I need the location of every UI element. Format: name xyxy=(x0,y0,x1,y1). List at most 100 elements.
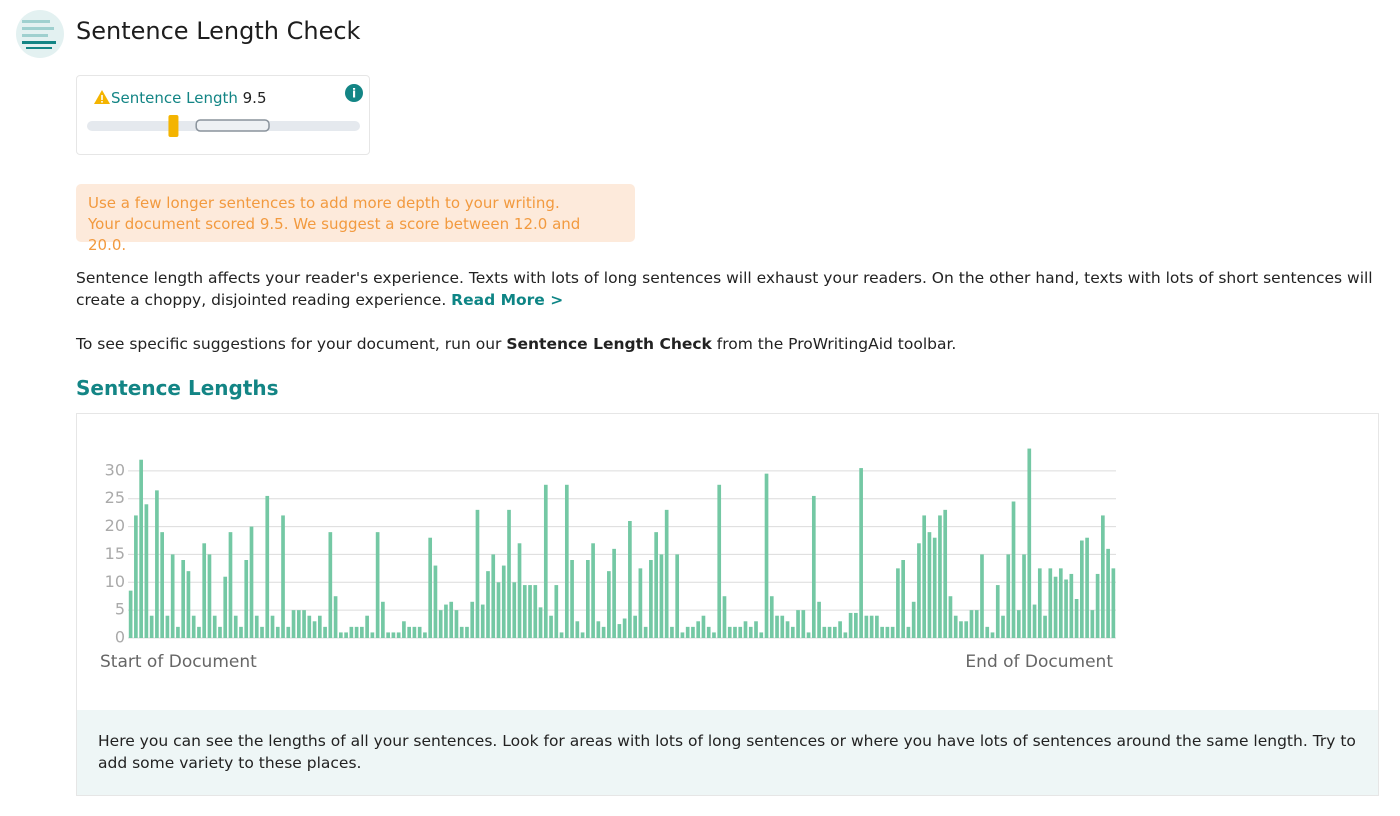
bar xyxy=(1022,554,1026,638)
score-label: Sentence Length xyxy=(111,89,238,107)
chart-note: Here you can see the lengths of all your… xyxy=(77,710,1378,795)
bar xyxy=(817,601,821,638)
bar xyxy=(134,515,138,638)
bar xyxy=(265,495,270,638)
bar xyxy=(822,626,827,638)
bar xyxy=(528,585,532,638)
bar xyxy=(990,632,995,638)
bar xyxy=(407,626,411,638)
bar xyxy=(796,610,800,638)
bar xyxy=(128,590,133,638)
bar xyxy=(985,626,990,638)
bar xyxy=(1043,615,1047,638)
bar xyxy=(417,626,422,638)
svg-text:Sentence Length 9.5: Sentence Length 9.5 xyxy=(111,89,267,107)
bar xyxy=(948,596,953,638)
bar xyxy=(412,626,417,638)
bar xyxy=(696,621,701,638)
y-tick-label: 10 xyxy=(105,572,125,591)
bar xyxy=(717,484,722,638)
bar xyxy=(197,626,201,638)
bar xyxy=(575,621,580,638)
bar xyxy=(601,626,606,638)
bar xyxy=(344,632,348,638)
bar xyxy=(848,612,853,638)
bar xyxy=(559,632,564,638)
bar xyxy=(938,515,942,638)
bar xyxy=(785,621,790,638)
bar xyxy=(254,615,259,638)
bar xyxy=(223,576,228,638)
bar xyxy=(475,509,480,638)
chart: Start of Document End of Document 0 5 10 15… xyxy=(100,448,1116,672)
x-end-label: End of Document xyxy=(965,652,1113,672)
info-icon[interactable] xyxy=(345,84,363,102)
bar xyxy=(312,621,317,638)
bar xyxy=(459,626,464,638)
bar xyxy=(186,571,191,638)
bar xyxy=(1011,501,1016,638)
bar xyxy=(517,543,522,638)
bar xyxy=(486,571,490,638)
y-tick-label: 20 xyxy=(105,516,125,535)
bar xyxy=(507,509,511,638)
bar xyxy=(780,615,785,638)
bar xyxy=(917,543,921,638)
bar xyxy=(995,585,1000,638)
bar xyxy=(444,604,448,638)
bar xyxy=(281,515,285,638)
bar xyxy=(512,582,517,638)
bar xyxy=(275,626,280,638)
bar xyxy=(144,504,149,638)
read-more-link[interactable]: Read More > xyxy=(451,291,564,309)
page-title: Sentence Length Check xyxy=(76,17,361,45)
bar xyxy=(543,484,548,638)
bar xyxy=(218,626,222,638)
bar xyxy=(244,560,249,638)
bar xyxy=(806,632,811,638)
bar xyxy=(932,537,937,638)
bar xyxy=(354,626,359,638)
bar xyxy=(449,601,454,638)
bar xyxy=(1048,568,1053,638)
bar xyxy=(1069,573,1074,638)
bar xyxy=(701,615,706,638)
bar xyxy=(969,610,974,638)
message-line: Your document scored 9.5. We suggest a s… xyxy=(88,215,581,254)
bar xyxy=(1101,515,1105,638)
bar xyxy=(675,554,680,638)
bar xyxy=(764,473,769,638)
bar xyxy=(722,596,727,638)
bar xyxy=(228,532,233,638)
bar xyxy=(317,615,322,638)
bar xyxy=(554,585,559,638)
bar xyxy=(260,626,264,638)
bar xyxy=(964,621,969,638)
bar xyxy=(360,626,364,638)
bar xyxy=(1085,537,1089,638)
bar xyxy=(727,626,732,638)
message-line: Use a few longer sentences to add more d… xyxy=(88,194,560,212)
bar xyxy=(328,532,333,638)
bar xyxy=(533,585,538,638)
bar xyxy=(381,601,385,638)
bar xyxy=(959,621,963,638)
score-marker xyxy=(168,115,179,137)
bar xyxy=(654,532,658,638)
bar xyxy=(896,568,900,638)
bar xyxy=(391,632,396,638)
bar xyxy=(470,601,475,638)
bar xyxy=(438,610,443,638)
y-tick-label: 15 xyxy=(105,544,125,563)
bar xyxy=(738,626,743,638)
bar xyxy=(1090,610,1095,638)
bar xyxy=(706,626,711,638)
bar xyxy=(685,626,690,638)
bar xyxy=(1106,548,1110,638)
bar xyxy=(586,560,590,638)
chart-title: Sentence Lengths xyxy=(76,376,279,400)
chart-box xyxy=(76,413,1379,796)
bar xyxy=(1095,573,1100,638)
bar xyxy=(1006,554,1011,638)
bar xyxy=(880,626,884,638)
